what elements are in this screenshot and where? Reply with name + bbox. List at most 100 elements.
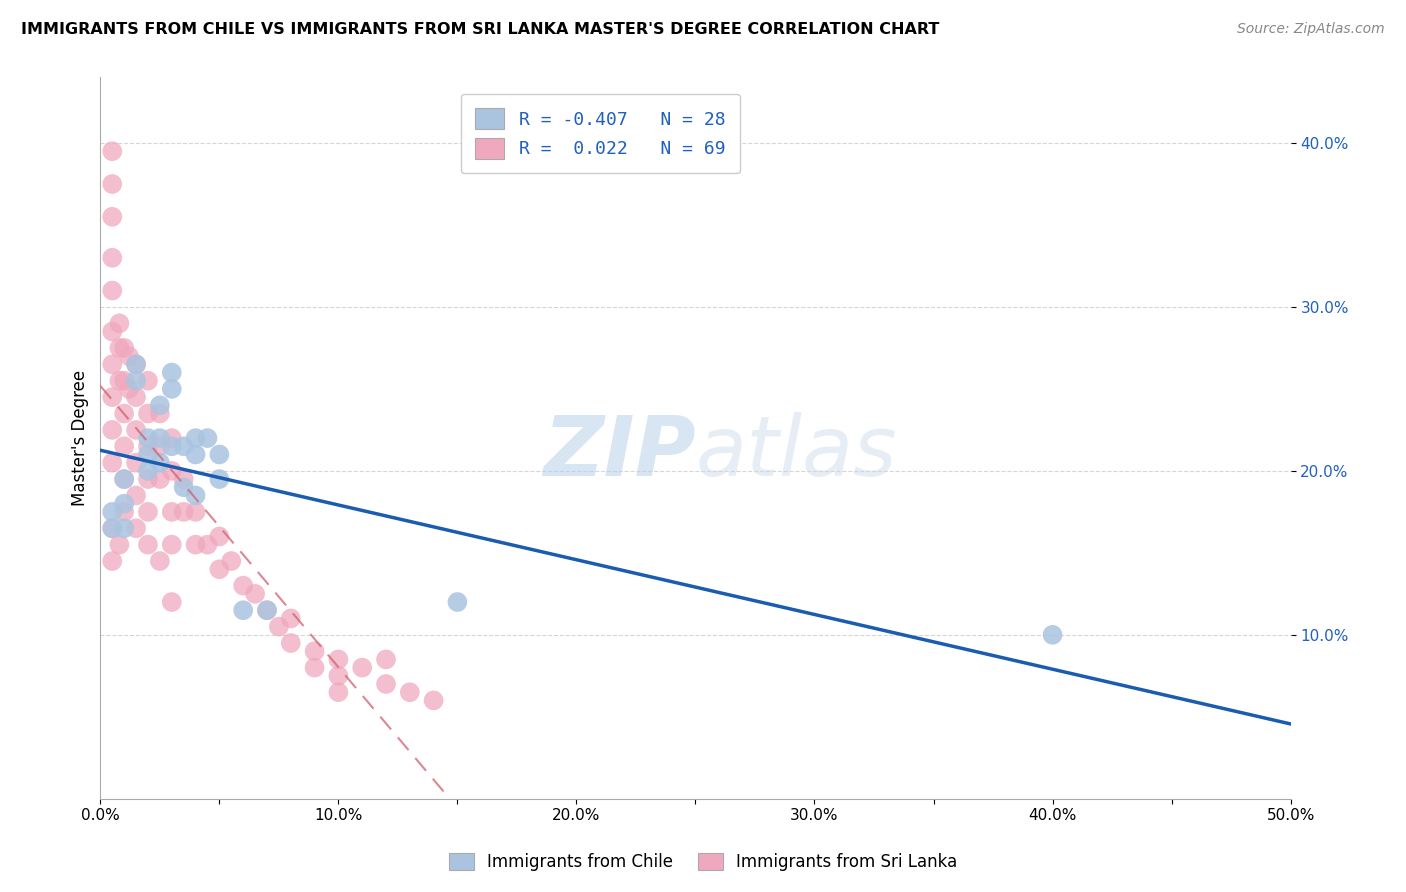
Point xyxy=(160,595,183,609)
Point xyxy=(101,210,124,224)
Point xyxy=(232,579,254,593)
Point xyxy=(149,439,172,453)
Y-axis label: Master's Degree: Master's Degree xyxy=(72,370,89,506)
Text: Source: ZipAtlas.com: Source: ZipAtlas.com xyxy=(1237,22,1385,37)
Point xyxy=(280,636,302,650)
Point xyxy=(112,497,135,511)
Point xyxy=(112,472,135,486)
Point xyxy=(101,325,124,339)
Point xyxy=(197,431,219,445)
Point xyxy=(101,521,124,535)
Point xyxy=(125,521,148,535)
Point xyxy=(328,652,350,666)
Point xyxy=(256,603,278,617)
Point xyxy=(184,505,207,519)
Point xyxy=(184,488,207,502)
Point xyxy=(232,603,254,617)
Point xyxy=(422,693,444,707)
Point xyxy=(101,251,124,265)
Text: IMMIGRANTS FROM CHILE VS IMMIGRANTS FROM SRI LANKA MASTER'S DEGREE CORRELATION C: IMMIGRANTS FROM CHILE VS IMMIGRANTS FROM… xyxy=(21,22,939,37)
Point xyxy=(136,505,159,519)
Point xyxy=(446,595,468,609)
Point xyxy=(375,652,398,666)
Point xyxy=(136,407,159,421)
Point xyxy=(112,341,135,355)
Point xyxy=(149,407,172,421)
Point xyxy=(352,660,374,674)
Point xyxy=(173,505,195,519)
Point xyxy=(256,603,278,617)
Point xyxy=(136,448,159,462)
Point xyxy=(160,382,183,396)
Point xyxy=(328,685,350,699)
Point xyxy=(108,538,131,552)
Point xyxy=(208,472,231,486)
Point xyxy=(112,374,135,388)
Point xyxy=(243,587,266,601)
Text: atlas: atlas xyxy=(696,412,897,493)
Point xyxy=(208,448,231,462)
Point xyxy=(173,480,195,494)
Point xyxy=(149,554,172,568)
Point xyxy=(108,374,131,388)
Point xyxy=(136,538,159,552)
Point xyxy=(184,431,207,445)
Point xyxy=(208,529,231,543)
Point xyxy=(267,619,290,633)
Point xyxy=(173,439,195,453)
Legend: R = -0.407   N = 28, R =  0.022   N = 69: R = -0.407 N = 28, R = 0.022 N = 69 xyxy=(461,94,740,173)
Point xyxy=(160,464,183,478)
Point xyxy=(101,284,124,298)
Point xyxy=(112,407,135,421)
Point xyxy=(149,472,172,486)
Point xyxy=(173,472,195,486)
Point xyxy=(304,660,326,674)
Point xyxy=(101,357,124,371)
Legend: Immigrants from Chile, Immigrants from Sri Lanka: Immigrants from Chile, Immigrants from S… xyxy=(440,845,966,880)
Point xyxy=(136,464,159,478)
Point xyxy=(149,398,172,412)
Point xyxy=(112,521,135,535)
Point xyxy=(125,357,148,371)
Point xyxy=(112,505,135,519)
Point xyxy=(280,611,302,625)
Point xyxy=(328,669,350,683)
Point xyxy=(219,554,242,568)
Point xyxy=(101,177,124,191)
Point xyxy=(160,431,183,445)
Point xyxy=(125,423,148,437)
Point xyxy=(101,456,124,470)
Point xyxy=(125,390,148,404)
Point xyxy=(112,472,135,486)
Point xyxy=(136,472,159,486)
Point xyxy=(160,538,183,552)
Point xyxy=(375,677,398,691)
Point xyxy=(160,366,183,380)
Point xyxy=(112,439,135,453)
Point xyxy=(108,316,131,330)
Point xyxy=(1042,628,1064,642)
Point xyxy=(125,488,148,502)
Point xyxy=(398,685,420,699)
Point xyxy=(160,505,183,519)
Point xyxy=(101,505,124,519)
Point xyxy=(125,456,148,470)
Point xyxy=(208,562,231,576)
Point xyxy=(101,423,124,437)
Point xyxy=(125,357,148,371)
Text: ZIP: ZIP xyxy=(543,412,696,493)
Point xyxy=(197,538,219,552)
Point xyxy=(160,439,183,453)
Point xyxy=(136,431,159,445)
Point xyxy=(101,145,124,159)
Point xyxy=(149,456,172,470)
Point xyxy=(101,390,124,404)
Point xyxy=(184,538,207,552)
Point xyxy=(118,349,141,363)
Point xyxy=(101,521,124,535)
Point xyxy=(101,554,124,568)
Point xyxy=(118,382,141,396)
Point xyxy=(304,644,326,658)
Point xyxy=(136,439,159,453)
Point xyxy=(125,374,148,388)
